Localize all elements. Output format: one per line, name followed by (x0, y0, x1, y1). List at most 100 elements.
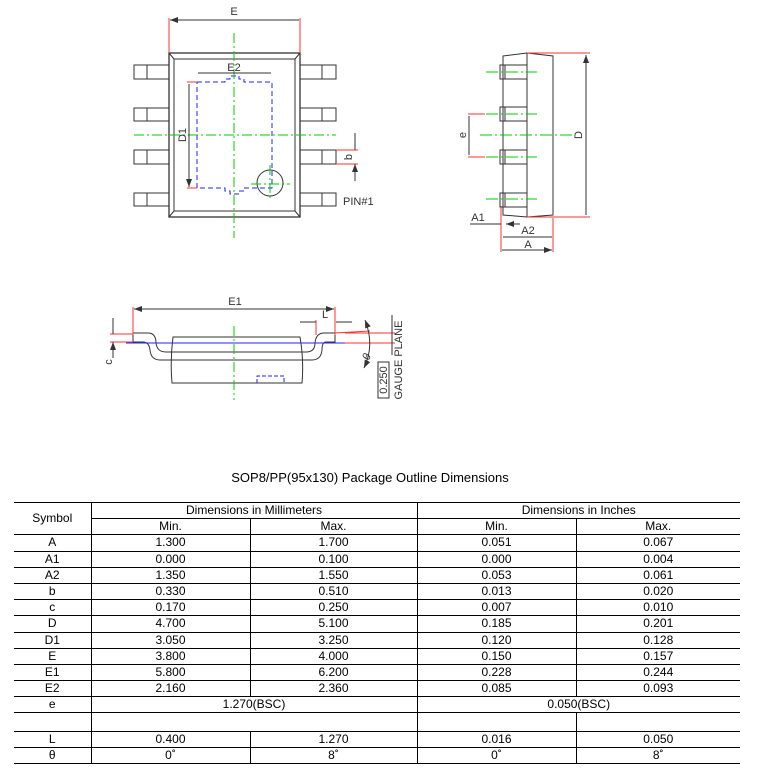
dimensions-table: Symbol Dimensions in Millimeters Dimensi… (14, 501, 740, 765)
label-E2: E2 (227, 62, 240, 74)
label-D1: D1 (177, 128, 189, 142)
table-row: L 0.400 1.270 0.016 0.050 (14, 731, 740, 749)
symbol-cell: E (14, 648, 91, 665)
mm-min-cell: 4.700 (90, 615, 250, 633)
mm-min-cell: 2.160 (90, 680, 250, 698)
table-row: E2 2.160 2.360 0.085 0.093 (14, 680, 740, 698)
symbol-cell: θ (14, 747, 91, 765)
mm-max-cell: 5.100 (249, 615, 417, 633)
mm-max-cell: 1.700 (249, 534, 417, 552)
in-min-cell: 0.051 (416, 534, 576, 552)
mm-bsc-cell: 1.270(BSC) (90, 696, 417, 714)
mm-min-cell: 0.000 (90, 551, 250, 568)
right-leads (299, 64, 337, 207)
in-max-cell: 0.244 (575, 664, 740, 682)
in-min-cell: 0.185 (416, 615, 576, 633)
table-row: c 0.170 0.250 0.007 0.010 (14, 599, 740, 617)
header-mm-min: Min. (90, 518, 250, 536)
mm-max-cell: 3.250 (249, 632, 417, 649)
mm-max-cell: 1.550 (249, 567, 417, 584)
symbol-cell: c (14, 599, 91, 617)
symbol-cell: D (14, 615, 91, 633)
mm-min-cell: 5.800 (90, 664, 250, 682)
label-E1: E1 (228, 296, 241, 308)
mm-max-cell: 6.200 (249, 664, 417, 682)
in-min-cell: 0.120 (416, 632, 576, 649)
mm-min-cell: 1.300 (90, 534, 250, 552)
label-theta: θ (361, 352, 374, 362)
in-max-cell: 0.020 (575, 583, 740, 601)
label-gauge-plane: GAUGE PLANE (393, 321, 405, 400)
header-inches: Dimensions in Inches (416, 501, 740, 520)
label-D: D (573, 131, 585, 139)
in-min-cell: 0.016 (416, 731, 576, 749)
in-max-cell: 0.010 (575, 599, 740, 617)
table-row: θ 0˚ 8˚ 0˚ 8˚ (14, 747, 740, 765)
in-max-cell: 0.201 (575, 615, 740, 633)
mm-min-cell: 3.800 (90, 648, 250, 665)
symbol-cell: L (14, 731, 91, 749)
in-min-cell: 0˚ (416, 747, 576, 765)
symbol-cell: A (14, 534, 91, 552)
package-drawing: E E2 D1 b PIN#1 e D A1 A2 A E1 L c θ 0.2… (103, 6, 761, 400)
mm-max-cell: 0.250 (249, 599, 417, 617)
mm-max-cell: 4.000 (249, 648, 417, 665)
in-max-cell: 0.128 (575, 632, 740, 649)
label-gauge-value: 0.250 (378, 366, 390, 394)
label-A2: A2 (521, 225, 534, 237)
symbol-cell: D1 (14, 632, 91, 649)
label-c: c (103, 359, 115, 365)
empty-cell (90, 712, 417, 732)
in-max-cell: 8˚ (575, 747, 740, 765)
mm-min-cell: 3.050 (90, 632, 250, 649)
table-title: SOP8/PP(95x130) Package Outline Dimensio… (231, 470, 509, 485)
in-min-cell: 0.007 (416, 599, 576, 617)
mm-max-cell: 1.270 (249, 731, 417, 749)
table-row: E1 5.800 6.200 0.228 0.244 (14, 664, 740, 682)
mm-max-cell: 0.510 (249, 583, 417, 601)
table-row: b 0.330 0.510 0.013 0.020 (14, 583, 740, 601)
empty-cell (14, 712, 91, 732)
table-row: E 3.800 4.000 0.150 0.157 (14, 648, 740, 665)
side-view (468, 53, 590, 252)
symbol-cell: e (14, 696, 91, 714)
in-max-cell: 0.093 (575, 680, 740, 698)
exposed-pad-outline (196, 75, 273, 195)
in-max-cell: 0.067 (575, 534, 740, 552)
in-bsc-cell: 0.050(BSC) (416, 696, 740, 714)
header-mm: Dimensions in Millimeters (90, 501, 417, 520)
front-view (110, 306, 395, 400)
label-e: e (457, 132, 469, 138)
label-L: L (322, 309, 328, 321)
symbol-cell: A2 (14, 567, 91, 584)
mm-min-cell: 0.400 (90, 731, 250, 749)
mm-max-cell: 2.360 (249, 680, 417, 698)
mm-min-cell: 0.170 (90, 599, 250, 617)
empty-cell (575, 712, 740, 732)
mm-min-cell: 0˚ (90, 747, 250, 765)
table-row: D1 3.050 3.250 0.120 0.128 (14, 632, 740, 649)
label-E: E (230, 6, 237, 18)
mm-min-cell: 0.330 (90, 583, 250, 601)
in-max-cell: 0.004 (575, 551, 740, 568)
in-min-cell: 0.000 (416, 551, 576, 568)
table-row: A 1.300 1.700 0.051 0.067 (14, 534, 740, 552)
label-b: b (343, 154, 355, 160)
in-min-cell: 0.053 (416, 567, 576, 584)
table-row: D 4.700 5.100 0.185 0.201 (14, 615, 740, 633)
table-row: A1 0.000 0.100 0.000 0.004 (14, 551, 740, 568)
in-min-cell: 0.150 (416, 648, 576, 665)
header-symbol: Symbol (14, 501, 91, 536)
in-min-cell: 0.013 (416, 583, 576, 601)
symbol-cell: A1 (14, 551, 91, 568)
label-pin1: PIN#1 (343, 196, 374, 208)
header-mm-max: Max. (249, 518, 417, 536)
mm-min-cell: 1.350 (90, 567, 250, 584)
in-max-cell: 0.050 (575, 731, 740, 749)
symbol-cell: b (14, 583, 91, 601)
header-in-max: Max. (575, 518, 740, 536)
header-in-min: Min. (416, 518, 576, 536)
in-max-cell: 0.157 (575, 648, 740, 665)
table-row: A2 1.350 1.550 0.053 0.061 (14, 567, 740, 584)
in-min-cell: 0.228 (416, 664, 576, 682)
